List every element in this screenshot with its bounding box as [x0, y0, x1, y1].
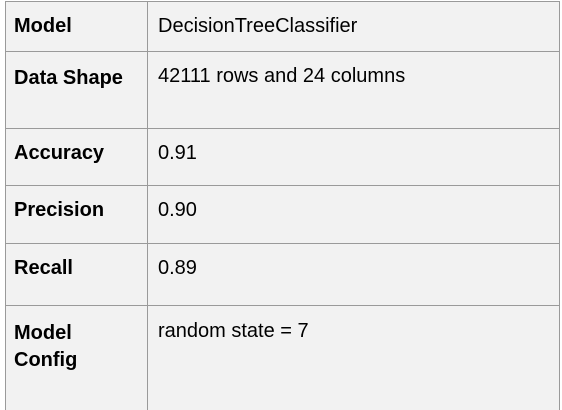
value-cell: DecisionTreeClassifier [147, 1, 560, 52]
value-cell: 0.89 [147, 243, 560, 306]
row-label-accuracy: Accuracy [14, 142, 105, 164]
row-value-accuracy: 0.91 [158, 142, 197, 164]
row-label-model: Model [14, 15, 72, 37]
row-value-precision: 0.90 [158, 199, 197, 221]
value-cell: 0.90 [147, 185, 560, 244]
row-label-precision: Precision [14, 199, 105, 221]
label-cell: Model [5, 1, 148, 52]
value-cell: 42111 rows and 24 columns [147, 51, 560, 129]
label-cell: Model Config [5, 305, 148, 410]
row-label-model-config: Model Config [14, 322, 78, 371]
label-cell: Recall [5, 243, 148, 306]
table-row-accuracy: Accuracy 0.91 [5, 128, 560, 186]
row-value-model-config: random state = 7 [158, 320, 309, 342]
row-label-recall: Recall [14, 257, 73, 279]
model-metrics-table: Model DecisionTreeClassifier Data Shape … [5, 1, 560, 410]
table-row-data-shape: Data Shape 42111 rows and 24 columns [5, 51, 560, 129]
value-cell: 0.91 [147, 128, 560, 186]
value-cell: random state = 7 [147, 305, 560, 410]
label-cell: Data Shape [5, 51, 148, 129]
row-label-data-shape: Data Shape [14, 67, 123, 89]
table-row-model: Model DecisionTreeClassifier [5, 1, 560, 52]
label-cell: Precision [5, 185, 148, 244]
table-row-model-config: Model Config random state = 7 [5, 305, 560, 410]
row-value-data-shape: 42111 rows and 24 columns [158, 65, 406, 87]
table-row-recall: Recall 0.89 [5, 243, 560, 306]
row-value-model: DecisionTreeClassifier [158, 15, 358, 37]
label-cell: Accuracy [5, 128, 148, 186]
row-value-recall: 0.89 [158, 257, 197, 279]
table-row-precision: Precision 0.90 [5, 185, 560, 244]
